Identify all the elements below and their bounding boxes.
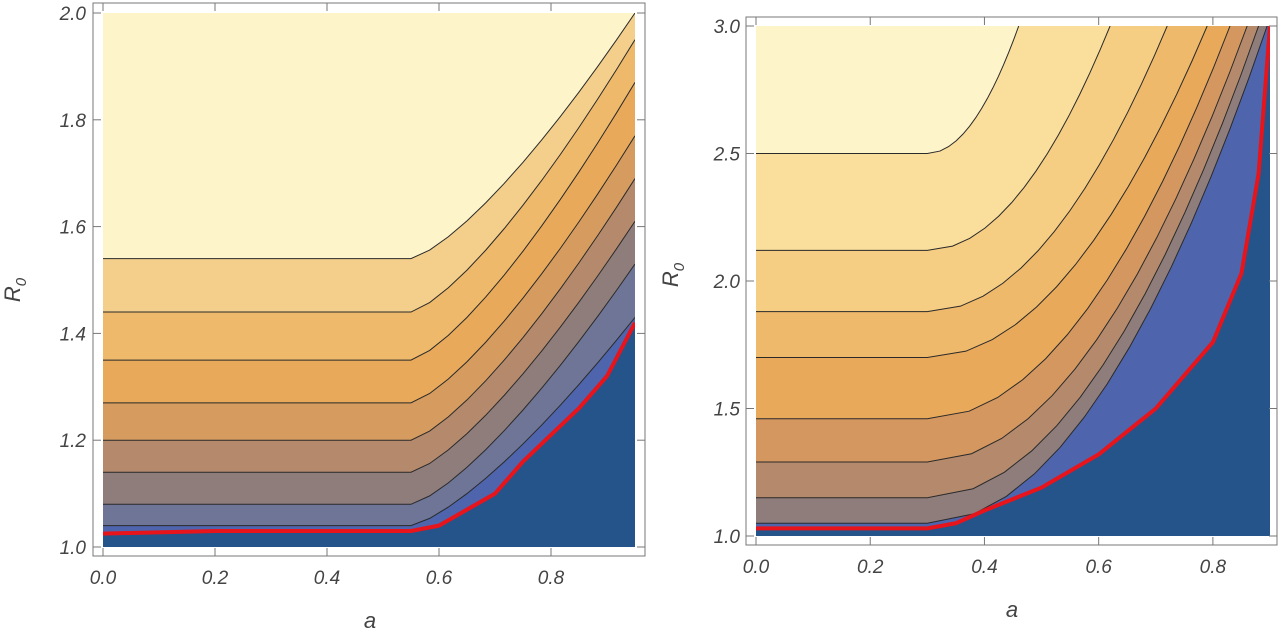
contour-line-7: [756, 26, 1260, 499]
x-axis-label: a: [1006, 597, 1018, 622]
y-axis-label-main: R: [0, 286, 25, 302]
y-tick-label: 2.0: [713, 272, 741, 293]
contour-line-1: [103, 13, 635, 260]
plot-frame: [92, 2, 646, 557]
contour-line-2: [103, 39, 635, 313]
contour-line-1: [756, 26, 1020, 154]
contour-line-8: [756, 26, 1268, 524]
y-tick-label: 1.0: [60, 538, 87, 559]
y-tick-label: 1.2: [60, 431, 87, 452]
y-tick-label: 1.6: [60, 218, 87, 239]
y-tick-label: 1.4: [60, 324, 86, 345]
x-tick-label: 0.6: [1085, 557, 1112, 578]
y-axis-label: R0: [0, 277, 30, 302]
right-contour-plot: 0.0 0.2 0.4 0.6 0.8 1.0 1.5 2.0 2.5 3.0 a R0: [658, 16, 1278, 622]
contour-line-2: [756, 26, 1111, 251]
contour-line-3: [756, 26, 1168, 313]
contour-band-bottom: [103, 322, 635, 547]
x-axis-label: a: [364, 608, 376, 633]
y-tick-label: 1.5: [714, 400, 741, 421]
x-tick-label: 0.6: [426, 568, 453, 589]
threshold-curve: [103, 321, 635, 536]
y-tick-label: 3.0: [714, 17, 741, 38]
x-tick-label: 0.8: [1200, 557, 1227, 578]
y-tick-label: 1.8: [60, 111, 87, 132]
y-tick-label: 2.0: [59, 4, 87, 25]
left-contour-plot: 0.0 0.2 0.4 0.6 0.8 1.0 1.2 1.4 1.6 1.8 2.0 a R0: [0, 2, 646, 633]
contour-band-8: [756, 26, 1270, 536]
contour-line-5: [103, 178, 635, 441]
contour-line-4: [756, 26, 1208, 358]
plot-area: [103, 13, 635, 547]
contour-line-3: [103, 82, 635, 361]
contour-line-8: [103, 317, 635, 527]
y-axis-label-main: R: [658, 271, 683, 287]
x-tick-label: 0.4: [314, 568, 340, 589]
x-tick-label: 0.4: [971, 557, 997, 578]
y-axis-label-subscript: 0: [13, 277, 30, 286]
x-tick-label: 0.2: [202, 568, 229, 589]
y-tick-label: 1.0: [714, 527, 741, 548]
x-tick-label: 0.2: [857, 557, 884, 578]
contour-line-7: [103, 263, 635, 505]
contour-line-4: [103, 135, 635, 404]
y-axis-label: R0: [658, 262, 688, 287]
contour-line-6: [756, 26, 1248, 463]
x-tick-label: 0.8: [538, 568, 565, 589]
threshold-curve: [756, 26, 1270, 531]
contour-line-5: [756, 26, 1231, 420]
y-tick-label: 2.5: [713, 145, 741, 166]
plot-area: [756, 26, 1270, 536]
x-tick-label: 0.0: [90, 568, 117, 589]
contour-line-6: [103, 220, 635, 473]
y-axis-label-subscript: 0: [671, 262, 688, 271]
contour-band-bottom: [756, 26, 1270, 536]
x-tick-label: 0.0: [743, 557, 770, 578]
